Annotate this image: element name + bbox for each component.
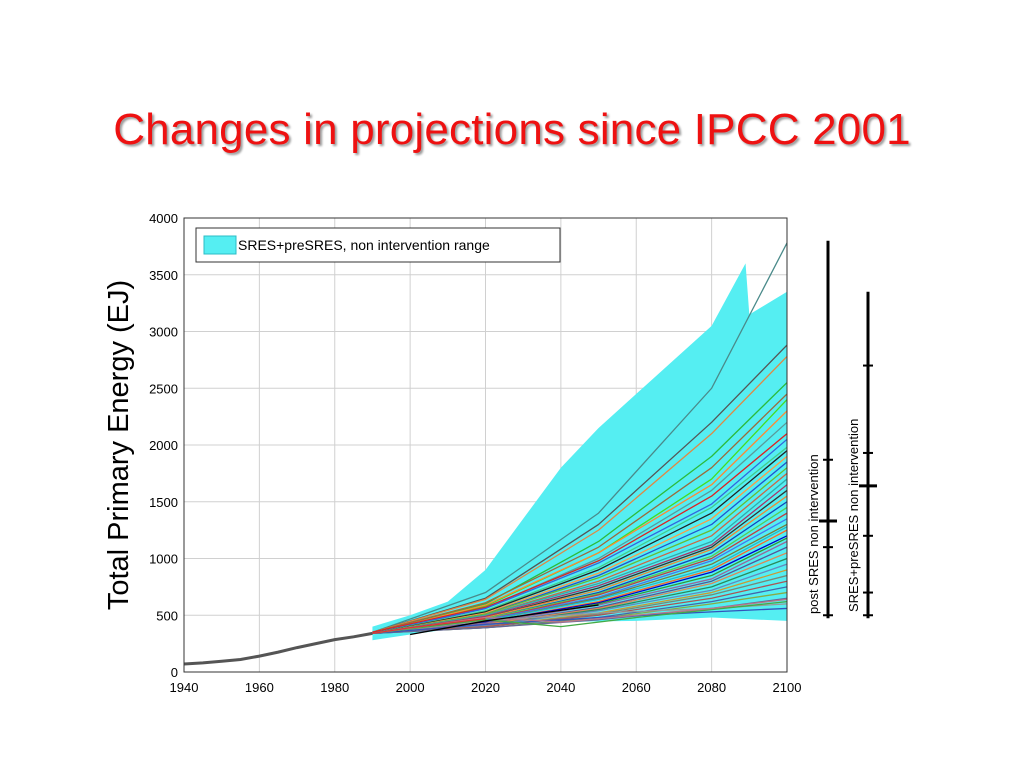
y-tick-label: 500 (156, 608, 178, 623)
axes: 1940 1960 1980 2000 2020 2040 2060 2080 2100 0 500… (149, 211, 801, 695)
scenario-line (372, 382, 787, 635)
y-tick-label: 3000 (149, 325, 178, 340)
legend-swatch (203, 235, 237, 255)
scenario-line (372, 438, 787, 635)
scenario-line (372, 242, 787, 633)
x-tick-label: 2060 (622, 680, 651, 695)
scenario-line (372, 535, 787, 635)
scenario-line (372, 356, 787, 633)
x-tick-label: 2040 (546, 680, 575, 695)
y-tick-label: 4000 (149, 211, 178, 226)
scenario-line (372, 446, 787, 635)
scenario-line (372, 393, 787, 633)
slide-title: Changes in projections since IPCC 2001 (113, 105, 911, 154)
scenario-line (372, 600, 787, 635)
scenario-line (372, 410, 787, 635)
scenario-lines (372, 242, 787, 636)
y-tick-label: 3500 (149, 268, 178, 283)
scenario-line (372, 580, 787, 635)
scenario-line (372, 433, 787, 633)
plot-frame (183, 217, 788, 673)
range-band-area (372, 263, 787, 641)
x-tick-label: 2080 (697, 680, 726, 695)
scenario-line (372, 344, 787, 633)
x-tick-label: 1980 (320, 680, 349, 695)
historical-series (183, 631, 373, 666)
range-bars: post SRES non intervention SRES+preSRES n… (806, 240, 877, 619)
y-axis-label: Total Primary Energy (EJ) (103, 280, 135, 610)
legend: SRES+preSRES, non intervention range (195, 227, 561, 263)
x-tick-label: 2000 (396, 680, 425, 695)
scenario-line (372, 450, 787, 635)
scenario-line (372, 455, 787, 635)
legend-box (195, 227, 561, 263)
scenario-line (372, 478, 787, 635)
scenario-line (372, 618, 486, 635)
scenario-line (372, 467, 787, 635)
y-tick-label: 2000 (149, 438, 178, 453)
y-tick-label: 1000 (149, 552, 178, 567)
range-bar: post SRES non intervention (806, 240, 837, 619)
y-tick-label: 0 (171, 665, 178, 680)
y-tick-label: 2500 (149, 381, 178, 396)
scenario-line (410, 604, 599, 636)
x-tick-label: 1940 (170, 680, 199, 695)
range-band (372, 263, 787, 641)
x-tick-label: 2100 (773, 680, 802, 695)
range-bar-label: post SRES non intervention (806, 454, 821, 614)
scenario-line (372, 484, 787, 635)
y-tick-label: 1500 (149, 495, 178, 510)
range-bar: SRES+preSRES non intervention (846, 291, 877, 619)
x-tick-label: 2020 (471, 680, 500, 695)
range-bar-label: SRES+preSRES non intervention (846, 419, 861, 612)
x-tick-label: 1960 (245, 680, 274, 695)
legend-label: SRES+preSRES, non intervention range (238, 237, 490, 253)
scenario-line (372, 598, 787, 635)
historical-line (183, 631, 373, 666)
